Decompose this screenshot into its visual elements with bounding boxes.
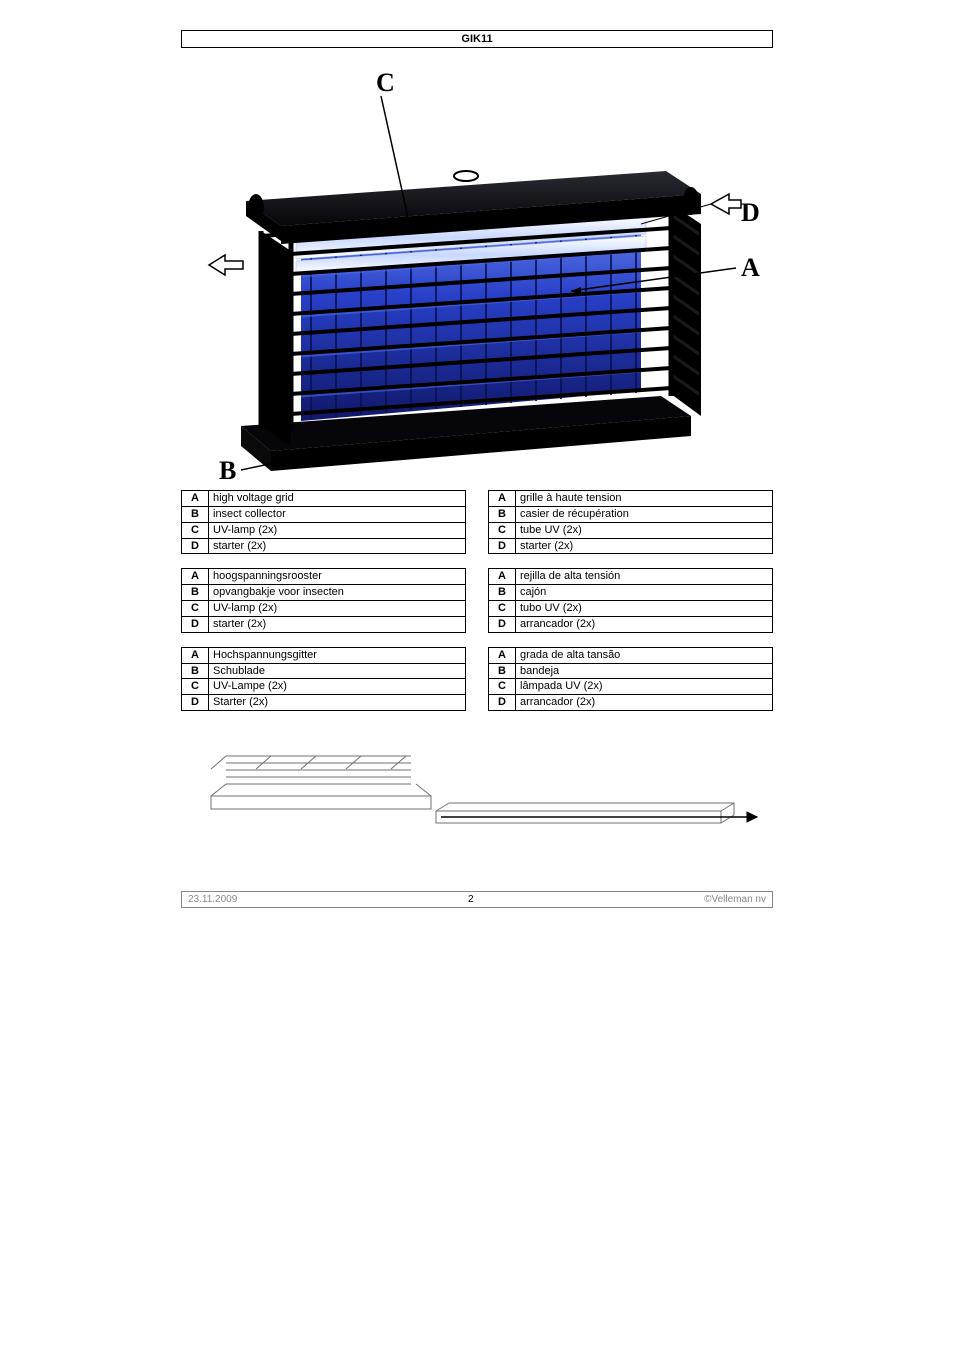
part-letter: C [182, 601, 209, 617]
label-d: D [741, 198, 760, 227]
label-c: C [376, 68, 395, 97]
arrow-left-side [209, 255, 243, 275]
part-letter: B [182, 506, 209, 522]
part-letter: A [182, 491, 209, 507]
arrow-d [711, 194, 741, 214]
parts-table: Agrada de alta tansãoBbandejaClâmpada UV… [488, 647, 773, 711]
part-description: tubo UV (2x) [516, 601, 773, 617]
table-row: Arejilla de alta tensión [489, 569, 773, 585]
table-row: Ctubo UV (2x) [489, 601, 773, 617]
part-description: rejilla de alta tensión [516, 569, 773, 585]
table-row: CUV-lamp (2x) [182, 522, 466, 538]
table-row: Darrancador (2x) [489, 695, 773, 711]
table-row: CUV-Lampe (2x) [182, 679, 466, 695]
footer-date: 23.11.2009 [188, 894, 237, 905]
part-description: UV-lamp (2x) [209, 601, 466, 617]
part-description: insect collector [209, 506, 466, 522]
document-title: GIK11 [181, 30, 773, 48]
parts-table: Ahigh voltage gridBinsect collectorCUV-l… [181, 490, 466, 554]
part-description: opvangbakje voor insecten [209, 585, 466, 601]
label-a: A [741, 253, 760, 282]
part-description: high voltage grid [209, 491, 466, 507]
table-row: Bcasier de récupération [489, 506, 773, 522]
part-description: UV-lamp (2x) [209, 522, 466, 538]
footer-copyright: ©Velleman nv [704, 894, 766, 905]
footer-page: 2 [468, 894, 474, 905]
table-row: Ahoogspanningsrooster [182, 569, 466, 585]
table-row: Binsect collector [182, 506, 466, 522]
part-description: casier de récupération [516, 506, 773, 522]
table-row: Ahigh voltage grid [182, 491, 466, 507]
part-description: tube UV (2x) [516, 522, 773, 538]
part-description: starter (2x) [209, 538, 466, 554]
table-row: Dstarter (2x) [489, 538, 773, 554]
parts-tables: Ahigh voltage gridBinsect collectorCUV-l… [181, 490, 773, 711]
table-row: Darrancador (2x) [489, 616, 773, 632]
part-letter: D [182, 538, 209, 554]
part-letter: B [182, 585, 209, 601]
table-row: Bopvangbakje voor insecten [182, 585, 466, 601]
table-row: Bcajón [489, 585, 773, 601]
table-row: DStarter (2x) [182, 695, 466, 711]
part-description: arrancador (2x) [516, 695, 773, 711]
parts-table: AhoogspanningsroosterBopvangbakje voor i… [181, 568, 466, 632]
part-letter: B [489, 506, 516, 522]
part-letter: D [182, 695, 209, 711]
part-description: grada de alta tansão [516, 647, 773, 663]
table-row: CUV-lamp (2x) [182, 601, 466, 617]
table-row: Agrada de alta tansão [489, 647, 773, 663]
part-description: Hochspannungsgitter [209, 647, 466, 663]
part-letter: D [182, 616, 209, 632]
table-row: Clâmpada UV (2x) [489, 679, 773, 695]
parts-table: Agrille à haute tensionBcasier de récupé… [488, 490, 773, 554]
part-letter: A [182, 569, 209, 585]
part-description: UV-Lampe (2x) [209, 679, 466, 695]
part-letter: C [489, 601, 516, 617]
part-description: starter (2x) [209, 616, 466, 632]
table-row: Ctube UV (2x) [489, 522, 773, 538]
part-letter: C [489, 522, 516, 538]
part-letter: D [489, 695, 516, 711]
table-row: AHochspannungsgitter [182, 647, 466, 663]
table-row: Dstarter (2x) [182, 616, 466, 632]
page-footer: 23.11.2009 2 ©Velleman nv [181, 891, 773, 908]
part-letter: D [489, 616, 516, 632]
part-letter: C [182, 679, 209, 695]
tray-diagram [181, 741, 773, 861]
part-letter: B [182, 663, 209, 679]
part-description: lâmpada UV (2x) [516, 679, 773, 695]
part-letter: B [489, 585, 516, 601]
table-row: Agrille à haute tension [489, 491, 773, 507]
table-row: Dstarter (2x) [182, 538, 466, 554]
product-illustration: C D A B [181, 56, 773, 486]
table-row: BSchublade [182, 663, 466, 679]
part-description: starter (2x) [516, 538, 773, 554]
part-letter: B [489, 663, 516, 679]
part-letter: C [489, 679, 516, 695]
part-letter: D [489, 538, 516, 554]
part-description: grille à haute tension [516, 491, 773, 507]
table-row: Bbandeja [489, 663, 773, 679]
part-description: hoogspanningsrooster [209, 569, 466, 585]
part-letter: A [489, 647, 516, 663]
part-letter: A [182, 647, 209, 663]
part-letter: A [489, 491, 516, 507]
part-description: Starter (2x) [209, 695, 466, 711]
title-text: GIK11 [461, 33, 492, 45]
part-description: cajón [516, 585, 773, 601]
part-description: arrancador (2x) [516, 616, 773, 632]
part-description: Schublade [209, 663, 466, 679]
part-letter: C [182, 522, 209, 538]
parts-table: AHochspannungsgitterBSchubladeCUV-Lampe … [181, 647, 466, 711]
parts-table: Arejilla de alta tensiónBcajónCtubo UV (… [488, 568, 773, 632]
part-description: bandeja [516, 663, 773, 679]
label-b: B [219, 456, 236, 485]
part-letter: A [489, 569, 516, 585]
